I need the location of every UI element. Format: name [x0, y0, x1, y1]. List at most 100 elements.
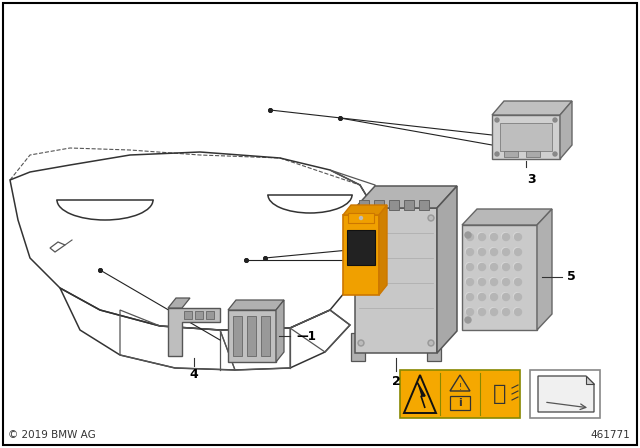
Circle shape [515, 263, 522, 271]
Circle shape [477, 293, 484, 300]
Circle shape [490, 293, 497, 300]
Circle shape [502, 293, 509, 300]
Circle shape [479, 279, 486, 285]
FancyBboxPatch shape [343, 215, 379, 295]
FancyBboxPatch shape [374, 200, 384, 210]
Circle shape [466, 263, 473, 270]
Circle shape [479, 293, 486, 301]
Circle shape [502, 279, 509, 285]
Circle shape [358, 340, 364, 346]
Circle shape [477, 233, 484, 240]
Circle shape [502, 293, 509, 301]
Circle shape [514, 263, 521, 270]
FancyBboxPatch shape [228, 310, 276, 362]
Polygon shape [462, 209, 552, 225]
Circle shape [467, 249, 474, 255]
FancyBboxPatch shape [347, 230, 375, 265]
Polygon shape [538, 376, 594, 412]
Text: ✋: ✋ [493, 384, 507, 404]
Circle shape [477, 263, 484, 270]
Circle shape [515, 279, 522, 285]
Text: 461771: 461771 [590, 430, 630, 440]
Circle shape [514, 233, 521, 240]
Circle shape [502, 278, 509, 284]
FancyBboxPatch shape [359, 200, 369, 210]
FancyBboxPatch shape [400, 370, 520, 418]
Circle shape [467, 263, 474, 271]
Circle shape [479, 263, 486, 271]
Circle shape [428, 215, 434, 221]
Circle shape [514, 278, 521, 284]
Circle shape [358, 215, 364, 221]
Circle shape [514, 293, 521, 300]
Circle shape [466, 278, 473, 284]
Polygon shape [379, 205, 387, 295]
Circle shape [490, 248, 497, 255]
FancyBboxPatch shape [184, 311, 192, 319]
Polygon shape [168, 298, 190, 308]
Circle shape [515, 233, 522, 241]
Circle shape [467, 309, 474, 315]
Circle shape [495, 152, 499, 156]
Circle shape [515, 249, 522, 255]
Circle shape [466, 233, 473, 240]
Circle shape [490, 308, 497, 314]
Circle shape [514, 308, 521, 314]
Polygon shape [276, 300, 284, 362]
FancyBboxPatch shape [500, 123, 552, 151]
Text: 4: 4 [189, 368, 198, 381]
FancyBboxPatch shape [261, 316, 270, 356]
Circle shape [502, 248, 509, 255]
Polygon shape [427, 333, 441, 361]
FancyBboxPatch shape [348, 213, 374, 223]
Circle shape [502, 233, 509, 240]
Circle shape [515, 309, 522, 315]
Circle shape [515, 293, 522, 301]
Polygon shape [343, 205, 387, 215]
Text: © 2019 BMW AG: © 2019 BMW AG [8, 430, 96, 440]
Circle shape [465, 232, 471, 238]
Circle shape [429, 341, 433, 345]
Circle shape [479, 309, 486, 315]
Circle shape [360, 216, 362, 220]
Circle shape [479, 233, 486, 241]
Polygon shape [168, 308, 220, 356]
Circle shape [502, 249, 509, 255]
Text: !: ! [458, 383, 461, 392]
Circle shape [490, 293, 497, 301]
FancyBboxPatch shape [492, 115, 560, 159]
FancyBboxPatch shape [206, 311, 214, 319]
Polygon shape [450, 375, 470, 391]
Circle shape [490, 263, 497, 271]
Polygon shape [355, 186, 457, 208]
Circle shape [467, 233, 474, 241]
Circle shape [495, 118, 499, 122]
Circle shape [429, 216, 433, 220]
Circle shape [490, 279, 497, 285]
FancyBboxPatch shape [247, 316, 256, 356]
Circle shape [490, 263, 497, 270]
Circle shape [428, 340, 434, 346]
Text: i: i [458, 398, 462, 408]
FancyBboxPatch shape [389, 200, 399, 210]
Text: 5: 5 [567, 271, 576, 284]
FancyBboxPatch shape [526, 151, 540, 157]
Text: 3: 3 [528, 173, 536, 186]
Circle shape [490, 233, 497, 241]
Polygon shape [537, 209, 552, 330]
FancyBboxPatch shape [504, 151, 518, 157]
FancyBboxPatch shape [404, 200, 414, 210]
Polygon shape [351, 333, 365, 361]
Circle shape [467, 293, 474, 301]
Circle shape [466, 293, 473, 300]
Polygon shape [560, 101, 572, 159]
Circle shape [502, 309, 509, 315]
Circle shape [466, 308, 473, 314]
FancyBboxPatch shape [233, 316, 242, 356]
FancyBboxPatch shape [419, 200, 429, 210]
FancyBboxPatch shape [195, 311, 203, 319]
Circle shape [502, 308, 509, 314]
Polygon shape [437, 186, 457, 353]
Circle shape [360, 341, 362, 345]
FancyBboxPatch shape [355, 208, 437, 353]
